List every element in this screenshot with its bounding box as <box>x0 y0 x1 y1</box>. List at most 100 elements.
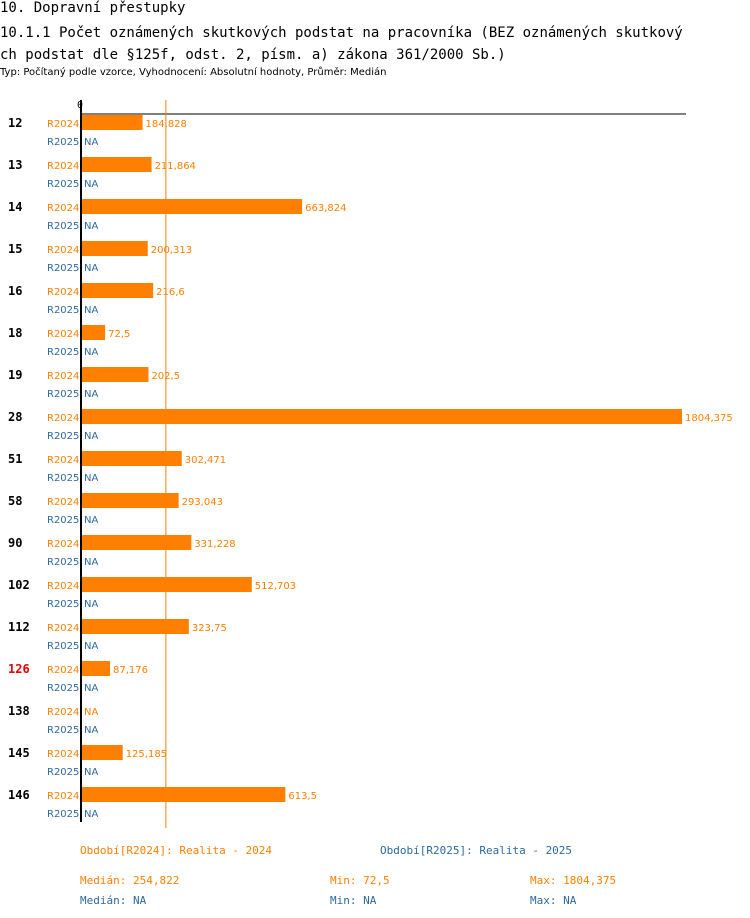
bar-r2024-146 <box>81 787 286 802</box>
series-label-r2025: R2025 <box>47 347 79 358</box>
category-label-126: 126 <box>8 662 30 676</box>
series-label-r2025: R2025 <box>47 641 79 652</box>
value-label-r2025-28: NA <box>84 431 98 442</box>
value-label-r2025-12: NA <box>84 137 98 148</box>
category-label-145: 145 <box>8 746 30 760</box>
category-label-16: 16 <box>8 284 22 298</box>
value-label-r2024-126: 87,176 <box>113 665 148 676</box>
bar-r2024-18 <box>81 325 106 340</box>
series-label-r2024: R2024 <box>47 161 79 172</box>
series-label-r2024: R2024 <box>47 119 79 130</box>
series-label-r2024: R2024 <box>47 791 79 802</box>
series-label-r2024: R2024 <box>47 581 79 592</box>
series-label-r2024: R2024 <box>47 665 79 676</box>
value-label-r2024-13: 211,864 <box>155 161 196 172</box>
stat-max-2025: Max: NA <box>530 894 577 907</box>
series-label-r2025: R2025 <box>47 767 79 778</box>
bar-r2024-16 <box>81 283 154 298</box>
stat-median-2024: Medián: 254,822 <box>80 874 180 887</box>
value-label-r2025-90: NA <box>84 557 98 568</box>
bar-r2024-126 <box>81 661 111 676</box>
value-label-r2025-15: NA <box>84 263 98 274</box>
series-label-r2025: R2025 <box>47 263 79 274</box>
bar-r2024-112 <box>81 619 189 634</box>
value-label-r2025-145: NA <box>84 767 98 778</box>
series-label-r2024: R2024 <box>47 707 79 718</box>
series-label-r2025: R2025 <box>47 557 79 568</box>
series-label-r2025: R2025 <box>47 389 79 400</box>
bar-r2024-14 <box>81 199 303 214</box>
value-label-r2024-58: 293,043 <box>182 497 223 508</box>
category-label-12: 12 <box>8 116 22 130</box>
value-label-r2025-146: NA <box>84 809 98 820</box>
category-label-146: 146 <box>8 788 30 802</box>
series-label-r2024: R2024 <box>47 497 79 508</box>
value-label-r2025-19: NA <box>84 389 98 400</box>
value-label-r2025-13: NA <box>84 179 98 190</box>
value-label-r2025-16: NA <box>84 305 98 316</box>
value-label-r2024-14: 663,824 <box>305 203 346 214</box>
series-label-r2025: R2025 <box>47 599 79 610</box>
value-label-r2024-51: 302,471 <box>185 455 226 466</box>
value-label-r2024-16: 216,6 <box>156 287 185 298</box>
category-label-90: 90 <box>8 536 22 550</box>
series-label-r2025: R2025 <box>47 221 79 232</box>
series-label-r2024: R2024 <box>47 413 79 424</box>
stat-min-2025: Min: NA <box>330 894 377 907</box>
value-label-r2024-28: 1804,375 <box>685 413 733 424</box>
category-label-102: 102 <box>8 578 30 592</box>
series-label-r2025: R2025 <box>47 305 79 316</box>
value-label-r2025-126: NA <box>84 683 98 694</box>
series-label-r2024: R2024 <box>47 329 79 340</box>
series-label-r2024: R2024 <box>47 245 79 256</box>
value-label-r2024-112: 323,75 <box>192 623 227 634</box>
series-label-r2025: R2025 <box>47 515 79 526</box>
bar-r2024-12 <box>81 115 143 130</box>
value-label-r2025-138: NA <box>84 725 98 736</box>
stat-max-2024: Max: 1804,375 <box>530 874 617 887</box>
bar-r2024-15 <box>81 241 148 256</box>
value-label-r2025-112: NA <box>84 641 98 652</box>
category-label-19: 19 <box>8 368 22 382</box>
category-label-14: 14 <box>8 200 22 214</box>
series-label-r2024: R2024 <box>47 455 79 466</box>
value-label-r2025-51: NA <box>84 473 98 484</box>
bar-r2024-90 <box>81 535 192 550</box>
chart-subtitle: Typ: Počítaný podle vzorce, Vyhodnocení:… <box>0 67 387 78</box>
series-label-r2024: R2024 <box>47 539 79 550</box>
category-label-15: 15 <box>8 242 22 256</box>
category-label-13: 13 <box>8 158 22 172</box>
category-label-18: 18 <box>8 326 22 340</box>
bar-r2024-19 <box>81 367 149 382</box>
value-label-r2025-58: NA <box>84 515 98 526</box>
bar-r2024-145 <box>81 745 123 760</box>
bar-r2024-102 <box>81 577 252 592</box>
category-label-112: 112 <box>8 620 30 634</box>
bar-r2024-58 <box>81 493 179 508</box>
value-label-r2024-138: NA <box>84 707 98 718</box>
category-label-138: 138 <box>8 704 30 718</box>
bar-r2024-28 <box>81 409 682 424</box>
value-label-r2025-18: NA <box>84 347 98 358</box>
value-label-r2024-146: 613,5 <box>288 791 317 802</box>
series-label-r2024: R2024 <box>47 749 79 760</box>
value-label-r2024-15: 200,313 <box>151 245 192 256</box>
series-label-r2024: R2024 <box>47 203 79 214</box>
legend-period-2024: Období[R2024]: Realita - 2024 <box>80 844 273 857</box>
chart-title-line1: 10.1.1 Počet oznámených skutkových podst… <box>0 25 683 41</box>
stat-median-2025: Medián: NA <box>80 894 147 907</box>
series-label-r2025: R2025 <box>47 431 79 442</box>
value-label-r2024-145: 125,185 <box>126 749 167 760</box>
section-title: 10. Dopravní přestupky <box>0 0 186 16</box>
series-label-r2025: R2025 <box>47 725 79 736</box>
series-label-r2025: R2025 <box>47 473 79 484</box>
series-label-r2024: R2024 <box>47 371 79 382</box>
series-label-r2025: R2025 <box>47 179 79 190</box>
legend-period-2025: Období[R2025]: Realita - 2025 <box>380 844 573 857</box>
value-label-r2025-14: NA <box>84 221 98 232</box>
series-label-r2025: R2025 <box>47 137 79 148</box>
bar-r2024-13 <box>81 157 152 172</box>
category-label-51: 51 <box>8 452 22 466</box>
value-label-r2024-90: 331,228 <box>194 539 235 550</box>
